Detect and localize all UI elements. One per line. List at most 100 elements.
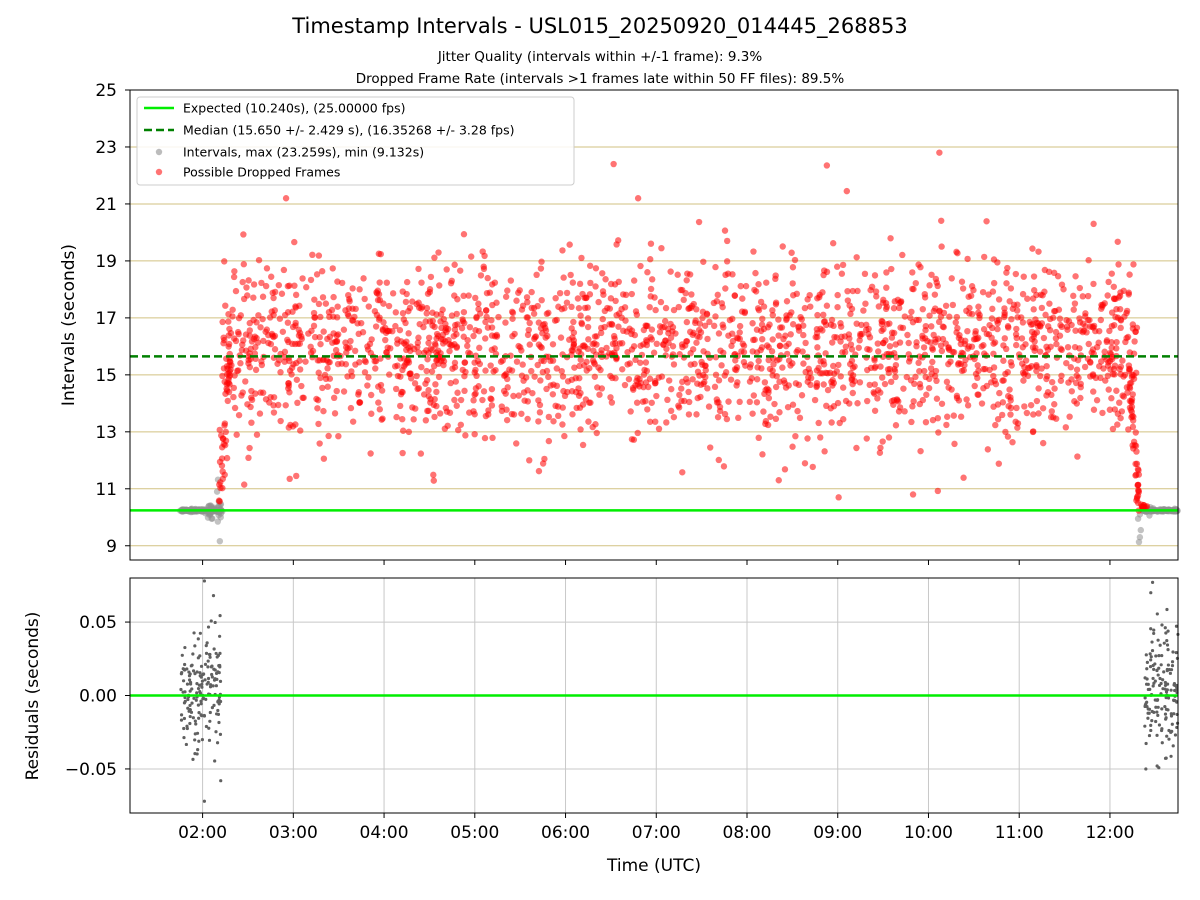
- dropped-frame-point: [1056, 315, 1064, 322]
- dropped-frame-point: [397, 391, 405, 398]
- dropped-frame-point: [407, 370, 414, 377]
- dropped-frame-point: [1120, 287, 1127, 295]
- dropped-frame-point: [880, 325, 887, 333]
- dropped-frame-point: [860, 307, 867, 314]
- dropped-frame-point: [423, 310, 430, 317]
- residual-point: [1158, 643, 1162, 647]
- residual-point: [1172, 712, 1176, 716]
- dropped-frame-point: [566, 241, 573, 248]
- dropped-frame-point: [769, 307, 776, 314]
- dropped-frame-point: [462, 432, 469, 439]
- bottom-y-tick-label: 0.00: [79, 687, 117, 707]
- residual-point: [213, 759, 217, 763]
- x-tick-label: 03:00: [269, 823, 318, 843]
- dropped-frame-point: [1001, 335, 1008, 342]
- dropped-frame-point: [1101, 348, 1108, 355]
- dropped-frame-point: [1081, 363, 1089, 371]
- dropped-frame-point: [315, 420, 322, 428]
- dropped-frame-point: [502, 390, 509, 397]
- dropped-frame-point: [1009, 305, 1017, 312]
- dropped-frame-point: [919, 305, 926, 313]
- dropped-frame-point: [1110, 283, 1117, 290]
- dropped-frame-point: [829, 339, 836, 346]
- dropped-frame-point: [1030, 306, 1037, 313]
- dropped-frame-point: [966, 310, 973, 317]
- dropped-frame-point: [234, 328, 242, 336]
- dropped-frame-point: [905, 339, 912, 347]
- dropped-frame-point: [739, 295, 746, 302]
- dropped-frame-point: [431, 395, 438, 403]
- dropped-frame-point: [563, 289, 571, 297]
- dropped-frame-point: [721, 410, 729, 418]
- dropped-frame-point: [333, 337, 341, 345]
- dropped-frame-point: [375, 250, 383, 257]
- dropped-frame-point: [222, 302, 229, 309]
- dropped-frame-point: [270, 294, 277, 302]
- dropped-frame-point: [225, 388, 233, 396]
- residual-point: [188, 708, 192, 712]
- dropped-frame-point: [707, 444, 714, 451]
- dropped-frame-point: [602, 276, 609, 283]
- dropped-frame-point: [223, 454, 231, 462]
- dropped-frame-point: [772, 383, 780, 391]
- dropped-frame-point: [425, 387, 432, 394]
- dropped-frame-point: [1006, 386, 1013, 393]
- residual-point: [206, 659, 210, 663]
- dropped-frame-point: [558, 367, 565, 375]
- dropped-frame-point: [572, 388, 580, 396]
- residual-point: [214, 651, 218, 656]
- dropped-frame-point: [644, 269, 651, 276]
- dropped-frame-point: [423, 367, 430, 375]
- dropped-frame-point: [663, 419, 670, 426]
- dropped-frame-point: [1003, 280, 1010, 287]
- dropped-frame-point: [1029, 320, 1036, 328]
- dropped-frame-point: [477, 272, 485, 279]
- dropped-frame-point: [742, 282, 750, 290]
- dropped-frame-point: [1133, 471, 1140, 479]
- dropped-frame-point: [689, 376, 696, 383]
- dropped-frame-point: [466, 323, 474, 331]
- dropped-frame-point: [1023, 409, 1031, 417]
- dropped-frame-point: [1030, 273, 1038, 280]
- dropped-frame-point: [556, 289, 564, 297]
- dropped-frame-point: [876, 449, 884, 456]
- dropped-frame-point: [410, 416, 417, 423]
- residual-point: [1149, 723, 1153, 727]
- residual-point: [1154, 705, 1158, 709]
- dropped-frame-point: [1033, 329, 1041, 336]
- dropped-frame-point: [422, 318, 429, 325]
- dropped-frame-point: [1072, 327, 1079, 334]
- dropped-frame-point: [1093, 397, 1101, 404]
- dropped-frame-point: [399, 427, 407, 434]
- dropped-frame-point: [473, 314, 480, 322]
- dropped-frame-point: [366, 340, 374, 348]
- dropped-frame-point: [992, 380, 1000, 388]
- dropped-frame-point: [1113, 387, 1120, 394]
- dropped-frame-point: [367, 391, 375, 399]
- dropped-frame-point: [601, 323, 608, 331]
- dropped-frame-point: [648, 326, 656, 333]
- residual-point: [1150, 719, 1154, 723]
- dropped-frame-point: [720, 324, 727, 331]
- dropped-frame-point: [307, 276, 315, 284]
- dropped-frame-point: [839, 261, 847, 269]
- dropped-frame-point: [470, 397, 477, 404]
- residual-point: [1163, 712, 1168, 716]
- residual-point: [196, 686, 201, 691]
- residual-point: [1160, 707, 1164, 711]
- dropped-frame-point: [711, 322, 718, 330]
- residual-point: [179, 687, 183, 692]
- dropped-frame-point: [676, 351, 683, 358]
- dropped-frame-point: [282, 402, 289, 409]
- dropped-frame-point: [932, 336, 939, 343]
- dropped-frame-point: [420, 349, 428, 357]
- dropped-frame-point: [719, 303, 726, 311]
- dropped-frame-point: [711, 383, 719, 391]
- dropped-frame-point: [599, 270, 606, 277]
- dropped-frame-point: [878, 374, 886, 381]
- dropped-frame-point: [1051, 385, 1058, 392]
- residual-point: [182, 716, 187, 721]
- dropped-frame-point: [675, 404, 683, 411]
- dropped-frame-point: [922, 322, 930, 330]
- dropped-frame-point: [254, 339, 262, 346]
